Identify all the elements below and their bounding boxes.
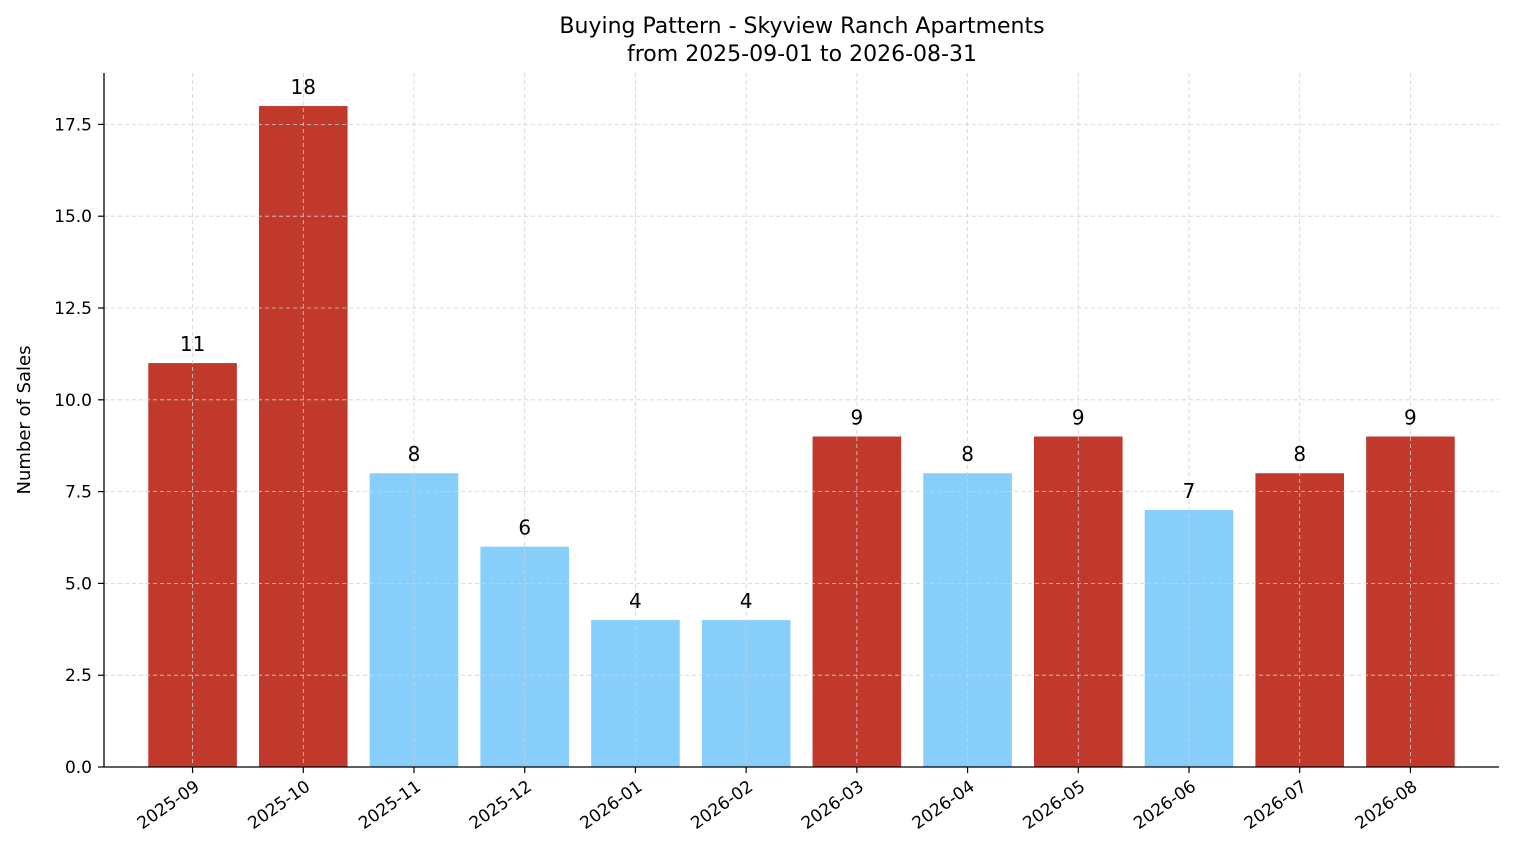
data-label-2026-06: 7 (1183, 479, 1196, 503)
data-label-2025-10: 18 (291, 75, 316, 99)
data-label-2026-08: 9 (1404, 406, 1417, 430)
x-tick-label-2026-03: 2026-03 (798, 777, 868, 834)
data-label-2025-09: 11 (180, 332, 205, 356)
x-tick-label-2025-11: 2025-11 (355, 777, 425, 834)
chart-subtitle: from 2025-09-01 to 2026-08-31 (627, 42, 977, 67)
data-label-2026-04: 8 (961, 442, 974, 466)
x-tick-label-2026-02: 2026-02 (687, 777, 757, 834)
data-label-2025-11: 8 (408, 442, 421, 466)
x-tick-label-2026-05: 2026-05 (1019, 777, 1089, 834)
x-tick-label-2025-09: 2025-09 (134, 777, 204, 834)
bar-2026-01 (591, 620, 680, 767)
x-tick-label-2025-12: 2025-12 (466, 777, 536, 834)
data-label-2025-12: 6 (518, 516, 531, 540)
bar-2026-06 (1144, 509, 1234, 767)
x-tick-label-2026-01: 2026-01 (577, 777, 647, 834)
chart-title: Buying Pattern - Skyview Ranch Apartment… (559, 14, 1044, 39)
y-tick-label: 12.5 (54, 299, 92, 319)
y-tick-label: 0.0 (65, 758, 92, 778)
data-label-2026-02: 4 (740, 589, 753, 613)
y-axis-label: Number of Sales (14, 345, 35, 494)
data-label-2026-01: 4 (629, 589, 642, 613)
x-tick-label-2026-07: 2026-07 (1241, 777, 1311, 834)
y-tick-label: 7.5 (65, 483, 92, 503)
y-tick-label: 2.5 (65, 666, 92, 686)
data-label-2026-03: 9 (850, 406, 863, 430)
x-tick-label-2026-08: 2026-08 (1352, 777, 1422, 834)
x-tick-label-2025-10: 2025-10 (244, 777, 314, 834)
data-labels-layer: 11 18 8 6 4 4 9 8 9 7 8 9 (180, 75, 1417, 613)
bar-2025-10 (259, 106, 348, 768)
y-tick-label: 10.0 (54, 391, 92, 411)
y-tick-label: 15.0 (54, 207, 92, 227)
y-tick-label: 5.0 (65, 574, 92, 594)
bar-2026-02 (701, 620, 791, 767)
x-tick-label-2026-06: 2026-06 (1130, 777, 1200, 834)
y-tick-label: 17.5 (54, 115, 92, 135)
data-label-2026-07: 8 (1293, 442, 1306, 466)
grid-layer (104, 73, 1499, 767)
x-tick-label-2026-04: 2026-04 (909, 777, 979, 834)
bars-layer (148, 106, 1455, 768)
data-label-2026-05: 9 (1072, 406, 1085, 430)
